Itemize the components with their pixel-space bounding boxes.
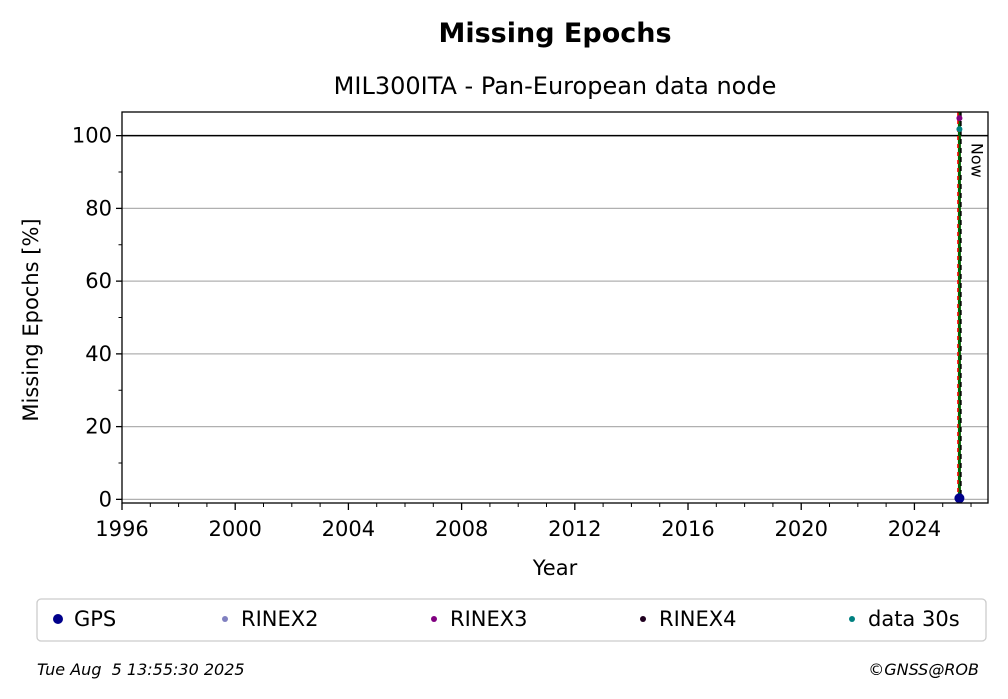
data-point: [954, 493, 965, 504]
chart-subtitle: MIL300ITA - Pan-European data node: [334, 72, 777, 100]
data-point: [956, 126, 963, 133]
y-axis-ticks: 0 20 40 60 80 100: [72, 124, 122, 511]
legend-marker: [53, 614, 63, 624]
y-tick-label: 60: [85, 269, 112, 293]
y-tick-label: 80: [85, 196, 112, 220]
y-axis-label: Missing Epochs [%]: [19, 218, 43, 421]
footer-credit: ©GNSS@ROB: [868, 660, 979, 679]
chart-title: Missing Epochs: [438, 18, 671, 49]
x-axis-label: Year: [532, 556, 578, 580]
x-tick-label: 2020: [774, 517, 827, 541]
y-tick-label: 0: [99, 487, 112, 511]
x-tick-label: 2012: [548, 517, 601, 541]
x-tick-label: 2004: [322, 517, 375, 541]
y-tick-label: 100: [72, 124, 112, 148]
legend-entry: data 30s: [868, 607, 960, 631]
plot-frame: [121, 111, 989, 504]
legend-box: [36, 598, 987, 642]
data-point: [956, 115, 963, 122]
legend: GPS RINEX2 RINEX3 RINEX4 data 30s: [53, 607, 960, 631]
now-label: Now: [967, 143, 986, 178]
x-tick-label: 1996: [95, 517, 148, 541]
legend-entry: RINEX4: [659, 607, 737, 631]
x-tick-label: 2016: [661, 517, 714, 541]
footer-timestamp: Tue Aug 5 13:55:30 2025: [37, 660, 245, 679]
grid-lines: [122, 134, 988, 501]
legend-entry: RINEX3: [450, 607, 528, 631]
y-tick-label: 20: [85, 415, 112, 439]
legend-marker: [640, 616, 646, 622]
legend-entry: RINEX2: [241, 607, 319, 631]
legend-marker: [222, 616, 228, 622]
legend-entry: GPS: [74, 607, 116, 631]
legend-marker: [849, 616, 855, 622]
data-points: [954, 115, 965, 504]
y-tick-label: 40: [85, 342, 112, 366]
x-tick-label: 2024: [888, 517, 941, 541]
legend-marker: [431, 616, 437, 622]
x-tick-label: 2008: [435, 517, 488, 541]
x-tick-label: 2000: [208, 517, 261, 541]
now-markers: Now: [957, 112, 986, 503]
x-axis-ticks: 1996 2000 2004 2008 2012 2016 2020 2024: [95, 503, 972, 541]
